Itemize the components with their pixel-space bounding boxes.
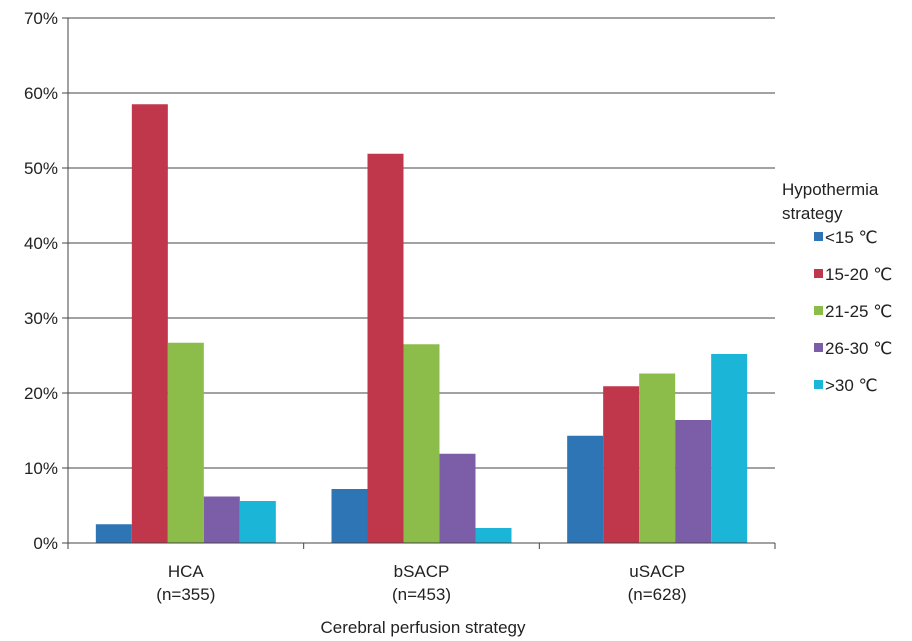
- y-tick-label: 30%: [24, 309, 58, 328]
- bar: [239, 501, 276, 543]
- x-category-label: uSACP: [629, 562, 685, 581]
- x-axis-label: Cerebral perfusion strategy: [320, 618, 526, 637]
- bar: [367, 153, 404, 543]
- y-tick-label: 70%: [24, 9, 58, 28]
- x-category-label: HCA: [168, 562, 205, 581]
- bar: [475, 528, 512, 543]
- bar: [95, 524, 132, 543]
- y-tick-label: 60%: [24, 84, 58, 103]
- legend-title: strategy: [782, 204, 843, 223]
- legend-swatch: [814, 269, 823, 278]
- y-tick-label: 0%: [33, 534, 58, 553]
- legend-entry: 21-25 ℃: [825, 302, 892, 321]
- bar: [403, 344, 440, 543]
- x-category-labels: HCA (n=355) bSACP (n=453) uSACP (n=628): [156, 562, 686, 604]
- bar: [167, 342, 204, 543]
- axes: [62, 17, 776, 549]
- x-category-sublabel: (n=453): [392, 585, 451, 604]
- bar: [567, 435, 604, 543]
- x-category-sublabel: (n=628): [628, 585, 687, 604]
- y-tick-label: 50%: [24, 159, 58, 178]
- legend-swatch: [814, 306, 823, 315]
- bar: [675, 420, 712, 543]
- y-tick-label: 10%: [24, 459, 58, 478]
- bar: [203, 496, 240, 543]
- legend-entry: 26-30 ℃: [825, 339, 892, 358]
- x-category-sublabel: (n=355): [156, 585, 215, 604]
- bar: [603, 386, 640, 543]
- bar: [331, 489, 368, 543]
- legend-entry: 15-20 ℃: [825, 265, 892, 284]
- legend-swatch: [814, 343, 823, 352]
- bar: [439, 453, 476, 543]
- y-tick-label: 20%: [24, 384, 58, 403]
- y-tick-labels: 0% 10% 20% 30% 40% 50% 60% 70%: [24, 9, 58, 553]
- x-category-label: bSACP: [394, 562, 450, 581]
- y-tick-label: 40%: [24, 234, 58, 253]
- bar: [131, 104, 168, 543]
- legend: Hypothermia strategy <15 ℃ 15-20 ℃ 21-25 ℃ 26…: [782, 180, 892, 395]
- legend-swatch: [814, 232, 823, 241]
- legend-swatch: [814, 380, 823, 389]
- legend-entry: >30 ℃: [825, 376, 878, 395]
- bar: [711, 354, 748, 543]
- legend-entry: <15 ℃: [825, 228, 878, 247]
- bars: [95, 104, 748, 543]
- legend-title: Hypothermia: [782, 180, 879, 199]
- bar: [639, 373, 676, 543]
